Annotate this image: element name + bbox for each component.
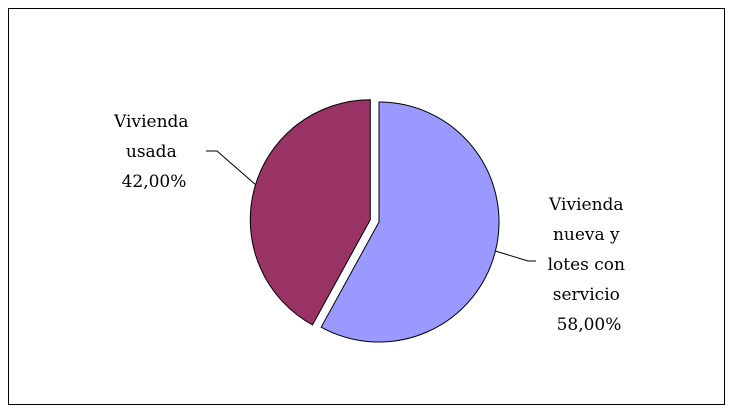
pie-slice-0 (320, 101, 500, 343)
leader-line-vivienda-usada (206, 150, 256, 186)
pie-slices (249, 99, 500, 343)
chart-area: Vivienda nueva y lotes con servicio 58,0… (8, 8, 725, 405)
leader-lines (206, 150, 536, 262)
slice-label-vivienda-nueva: Vivienda nueva y lotes con servicio 58,0… (548, 195, 631, 335)
pie-slice-1 (249, 99, 371, 326)
leader-line-vivienda-nueva (495, 250, 536, 262)
pie-chart: Vivienda nueva y lotes con servicio 58,0… (113, 99, 631, 343)
slice-label-vivienda-usada: Vivienda usada 42,00% (113, 112, 194, 192)
